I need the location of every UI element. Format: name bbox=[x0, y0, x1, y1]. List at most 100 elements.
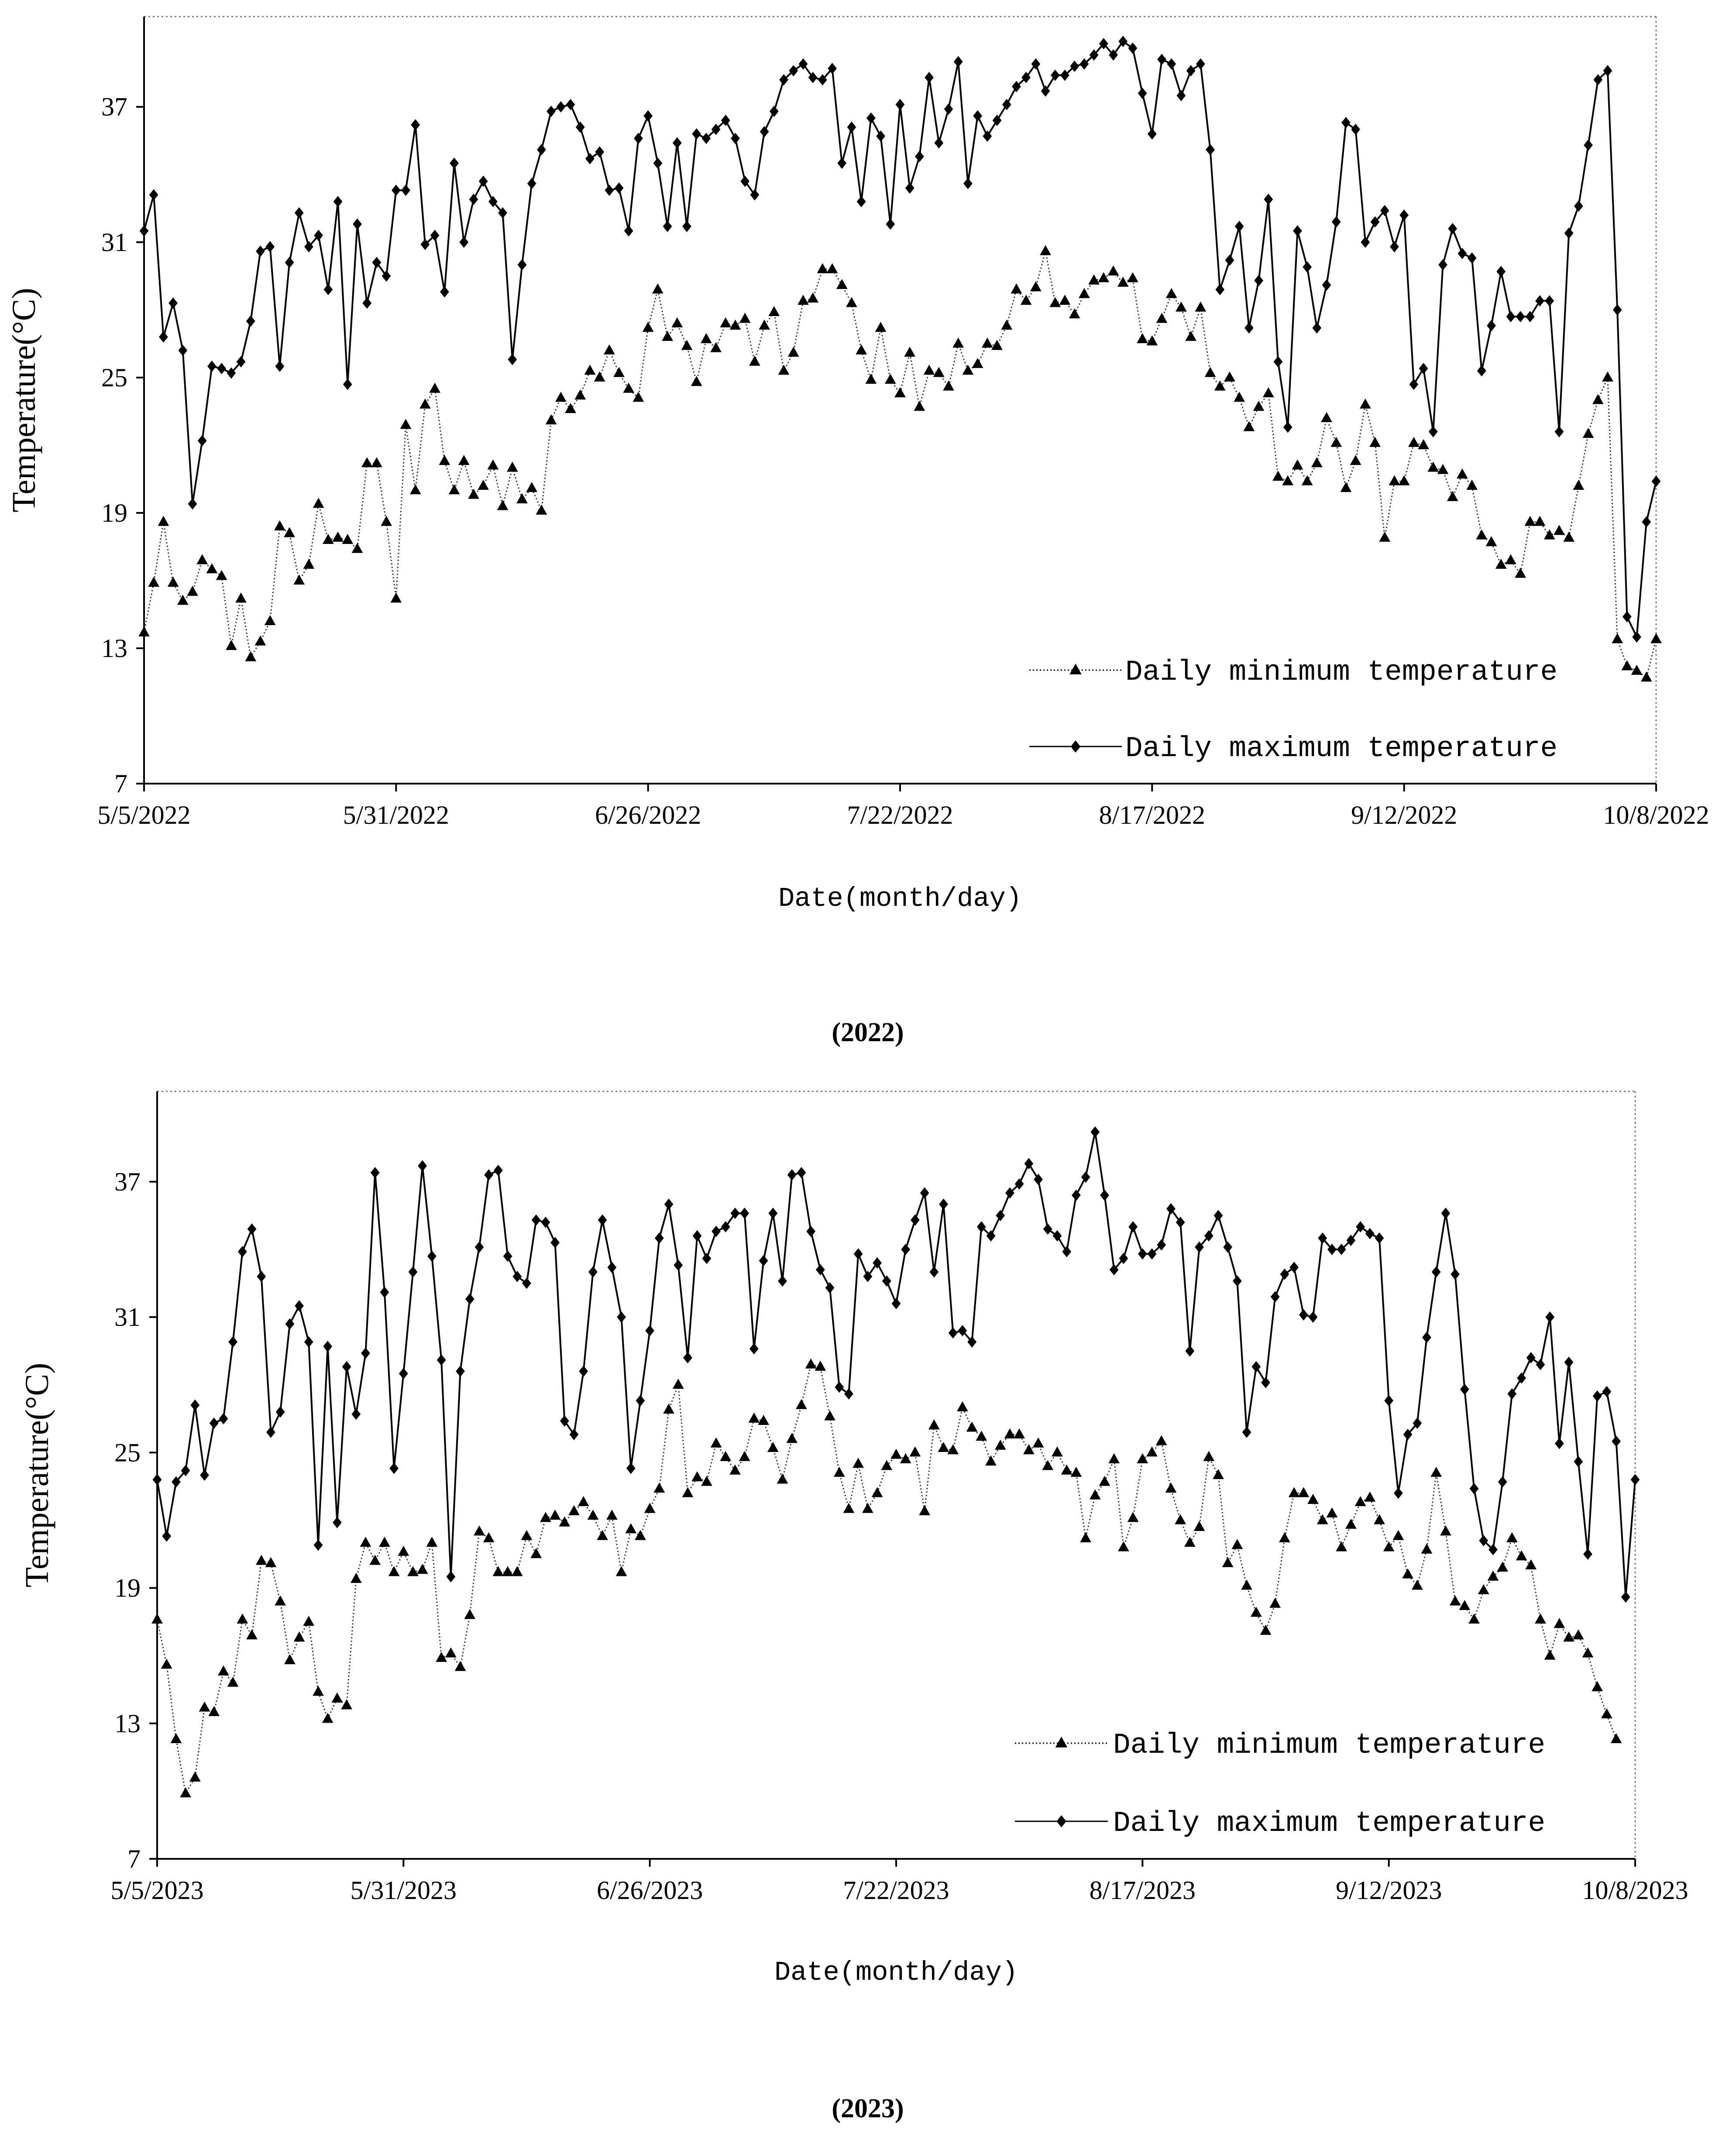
data-point-diamond bbox=[566, 99, 575, 110]
data-point-diamond bbox=[547, 106, 556, 117]
data-point-diamond bbox=[1303, 261, 1312, 273]
data-point-diamond bbox=[408, 1266, 418, 1278]
data-point-triangle bbox=[1175, 1514, 1186, 1524]
data-point-triangle bbox=[836, 279, 848, 289]
data-point-diamond bbox=[789, 65, 798, 77]
data-point-diamond bbox=[517, 259, 527, 271]
data-point-diamond bbox=[992, 114, 1002, 126]
x-tick-label: 5/5/2022 bbox=[97, 801, 190, 829]
data-point-triangle bbox=[138, 626, 150, 636]
data-point-triangle bbox=[1544, 1649, 1556, 1660]
data-point-diamond bbox=[815, 1264, 825, 1276]
data-point-diamond bbox=[828, 62, 837, 74]
data-point-triangle bbox=[1582, 428, 1594, 438]
data-point-triangle bbox=[1554, 525, 1565, 535]
data-point-triangle bbox=[1269, 1597, 1281, 1608]
data-point-diamond bbox=[1312, 322, 1322, 334]
data-point-triangle bbox=[846, 297, 857, 307]
data-point-diamond bbox=[579, 1366, 588, 1377]
data-point-triangle bbox=[390, 592, 402, 603]
data-point-triangle bbox=[1389, 475, 1400, 485]
data-point-diamond bbox=[1215, 284, 1225, 296]
data-point-diamond bbox=[1157, 54, 1166, 65]
data-point-triangle bbox=[1449, 1595, 1461, 1606]
data-point-triangle bbox=[710, 342, 722, 352]
data-point-diamond bbox=[389, 1462, 399, 1474]
data-point-diamond bbox=[853, 1248, 863, 1260]
data-point-diamond bbox=[1166, 1203, 1176, 1214]
data-point-triangle bbox=[1379, 531, 1391, 542]
data-point-diamond bbox=[797, 1167, 806, 1179]
data-point-triangle bbox=[787, 346, 799, 357]
data-point-triangle bbox=[1298, 1487, 1310, 1497]
data-point-triangle bbox=[1631, 664, 1643, 675]
data-point-triangle bbox=[492, 1566, 504, 1576]
data-point-triangle bbox=[1061, 1464, 1073, 1475]
data-point-diamond bbox=[1327, 1243, 1337, 1255]
data-point-diamond bbox=[863, 1270, 873, 1282]
y-tick-label: 7 bbox=[114, 769, 127, 798]
data-point-diamond bbox=[847, 121, 856, 133]
data-point-diamond bbox=[605, 184, 614, 196]
data-point-diamond bbox=[1050, 69, 1060, 81]
data-point-diamond bbox=[1244, 322, 1254, 334]
data-point-diamond bbox=[227, 367, 236, 379]
data-point-diamond bbox=[721, 114, 730, 126]
data-point-diamond bbox=[190, 1399, 200, 1411]
data-point-diamond bbox=[1592, 1390, 1602, 1402]
data-point-triangle bbox=[530, 1548, 542, 1558]
series-daily-minimum bbox=[151, 1358, 1622, 1798]
data-point-diamond bbox=[614, 182, 624, 194]
data-point-diamond bbox=[197, 435, 207, 447]
data-point-diamond bbox=[1602, 1386, 1612, 1397]
data-point-diamond bbox=[653, 157, 663, 169]
data-point-triangle bbox=[1364, 1491, 1376, 1502]
y-axis-label: Temperature(°C) bbox=[6, 288, 42, 513]
data-point-triangle bbox=[994, 1439, 1006, 1450]
data-point-triangle bbox=[1193, 1521, 1205, 1531]
data-point-triangle bbox=[497, 500, 509, 510]
data-point-triangle bbox=[199, 1701, 210, 1712]
data-point-triangle bbox=[1650, 633, 1662, 643]
data-point-triangle bbox=[1383, 1541, 1395, 1552]
y-tick-label: 25 bbox=[114, 1438, 141, 1467]
y-axis-label: Temperature(°C) bbox=[19, 1363, 55, 1588]
data-point-triangle bbox=[464, 1609, 476, 1619]
data-point-triangle bbox=[458, 455, 470, 465]
data-point-diamond bbox=[1213, 1210, 1223, 1221]
data-point-diamond bbox=[361, 1347, 370, 1359]
data-point-triangle bbox=[758, 1414, 770, 1425]
data-point-diamond bbox=[1525, 311, 1535, 323]
data-point-triangle bbox=[1040, 245, 1051, 255]
data-point-triangle bbox=[691, 376, 702, 386]
data-point-diamond bbox=[740, 1208, 749, 1219]
data-point-diamond bbox=[456, 1366, 465, 1377]
data-point-triangle bbox=[1059, 295, 1071, 305]
data-point-diamond bbox=[1612, 304, 1622, 316]
data-point-diamond bbox=[295, 1300, 304, 1312]
data-point-diamond bbox=[837, 157, 847, 169]
data-point-diamond bbox=[967, 1336, 977, 1348]
data-point-diamond bbox=[1071, 1189, 1081, 1201]
data-point-triangle bbox=[293, 574, 305, 585]
data-point-triangle bbox=[1127, 272, 1138, 282]
data-point-diamond bbox=[1138, 1248, 1147, 1260]
data-point-triangle bbox=[1088, 274, 1100, 285]
data-point-triangle bbox=[407, 1566, 419, 1576]
data-point-diamond bbox=[1322, 279, 1331, 291]
data-point-diamond bbox=[217, 363, 227, 375]
data-point-diamond bbox=[1545, 295, 1554, 307]
data-point-triangle bbox=[400, 419, 412, 429]
data-point-triangle bbox=[416, 1564, 428, 1574]
data-point-triangle bbox=[749, 355, 760, 366]
data-point-diamond bbox=[1642, 516, 1651, 528]
data-point-diamond bbox=[1526, 1352, 1536, 1364]
data-point-triangle bbox=[1234, 392, 1245, 402]
data-point-triangle bbox=[777, 1473, 788, 1484]
data-point-diamond bbox=[1496, 265, 1506, 277]
data-point-triangle bbox=[1011, 283, 1022, 294]
data-point-triangle bbox=[938, 1441, 949, 1452]
data-point-diamond bbox=[750, 189, 760, 201]
data-point-triangle bbox=[1250, 1607, 1262, 1617]
data-point-triangle bbox=[454, 1661, 466, 1671]
